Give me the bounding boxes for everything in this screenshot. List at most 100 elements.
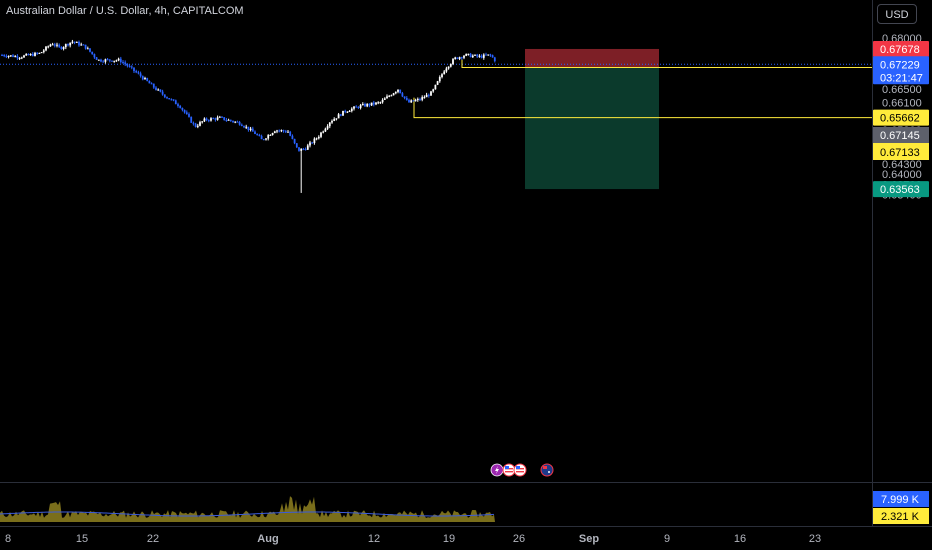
candle-body (467, 53, 470, 55)
events-row[interactable] (490, 463, 554, 477)
candle-body (328, 122, 331, 127)
svg-text:0.67229: 0.67229 (880, 59, 920, 71)
support-price-label[interactable]: 0.65662 (873, 109, 929, 126)
candle-body (353, 106, 355, 109)
candle-body (465, 53, 468, 56)
time-tick-label: 19 (443, 533, 455, 545)
candle-body (161, 91, 164, 95)
candle-body (295, 143, 298, 148)
symbol-title: Australian Dollar / U.S. Dollar, 4h, CAP… (6, 5, 244, 17)
candle-body (168, 98, 171, 100)
time-tick-label: 12 (368, 533, 380, 545)
candle-body (368, 103, 371, 106)
candle-body (108, 59, 111, 61)
candle-body (361, 104, 364, 106)
candle-body (45, 46, 47, 51)
candle-body (117, 58, 120, 61)
candle-body (478, 55, 481, 57)
candle-body (370, 102, 373, 106)
candle-body (425, 94, 428, 98)
candle-body (256, 133, 259, 136)
candle-body (394, 91, 397, 94)
au-flag-icon[interactable] (540, 463, 554, 477)
candle-body (155, 87, 157, 90)
candle-body (388, 95, 391, 97)
candle-body (427, 94, 430, 96)
candle-body (177, 104, 179, 107)
candle-body (474, 54, 476, 56)
candle-body (337, 114, 340, 119)
price-axis[interactable]: 0.680000.675000.665000.661000.653000.649… (873, 33, 929, 524)
time-tick-label: 23 (809, 533, 821, 545)
long-short-position-tool[interactable] (525, 48, 659, 190)
candle-body (25, 54, 28, 56)
candle-body (335, 118, 338, 120)
target-price-label[interactable]: 0.63563 (873, 181, 929, 198)
candle-body (269, 134, 272, 136)
candle-body (260, 136, 263, 140)
candle-body (234, 121, 237, 123)
candle-body (133, 67, 135, 72)
price-tick-label: 0.64300 (882, 159, 922, 171)
price-tick-label: 0.66100 (882, 98, 922, 110)
candle-body (157, 89, 160, 91)
candle-body (192, 122, 195, 124)
entry-price-label-grey[interactable]: 0.67145 (873, 127, 929, 143)
currency-button[interactable]: USD (877, 4, 917, 24)
candle-body (434, 84, 437, 90)
candle-body (67, 44, 69, 46)
time-tick-label: 9 (664, 533, 670, 545)
flash-icon[interactable] (490, 463, 504, 477)
candle-body (205, 118, 208, 121)
candle-body (40, 52, 43, 54)
candle-body (359, 105, 362, 108)
candle-body (163, 94, 166, 98)
candle-body (5, 56, 8, 58)
stop-loss-price-label[interactable]: 0.67678 (873, 40, 929, 57)
entry-price-label-yellow[interactable]: 0.67133 (873, 143, 929, 160)
candle-body (95, 57, 98, 60)
candle-body (126, 64, 129, 67)
candle-body (236, 121, 239, 123)
candle-body (199, 122, 201, 126)
candle-body (18, 57, 21, 59)
time-axis[interactable]: 8 15 22 Aug 12 19 26 Sep 9 16 23 (5, 533, 821, 545)
candle-body (485, 54, 487, 56)
candle-body (86, 48, 89, 50)
svg-text:0.63563: 0.63563 (880, 184, 920, 196)
candle-body (170, 99, 173, 101)
price-tick-label: 0.64000 (882, 169, 922, 181)
candle-body (348, 111, 351, 113)
candle-body (214, 118, 217, 120)
candle-body (265, 138, 267, 140)
entry-level-line (461, 59, 872, 69)
candle-body (188, 114, 190, 117)
candle-body (62, 47, 65, 50)
candle-body (229, 119, 232, 121)
candle-body (240, 124, 243, 127)
candle-body (364, 104, 366, 107)
candle-body (293, 138, 296, 144)
candle-body (430, 91, 432, 96)
candle-body (447, 66, 450, 69)
candle-body (115, 60, 118, 62)
svg-text:03:21:47: 03:21:47 (880, 72, 923, 84)
candle-body (452, 59, 454, 65)
candle-body (227, 119, 230, 121)
reward-zone (525, 67, 659, 190)
candle-body (454, 57, 457, 60)
candle-body (196, 125, 199, 127)
candle-body (130, 66, 133, 68)
svg-text:0.65662: 0.65662 (880, 113, 920, 125)
us-flag-icon[interactable] (502, 463, 516, 477)
candle-body (190, 116, 193, 123)
volume-ma-line (0, 511, 495, 517)
candle-body (419, 98, 421, 100)
candle-body (317, 136, 320, 139)
candle-body (493, 57, 496, 62)
candle-body (306, 145, 309, 150)
us-flag-icon[interactable] (513, 463, 527, 477)
svg-text:0.67145: 0.67145 (880, 130, 920, 142)
